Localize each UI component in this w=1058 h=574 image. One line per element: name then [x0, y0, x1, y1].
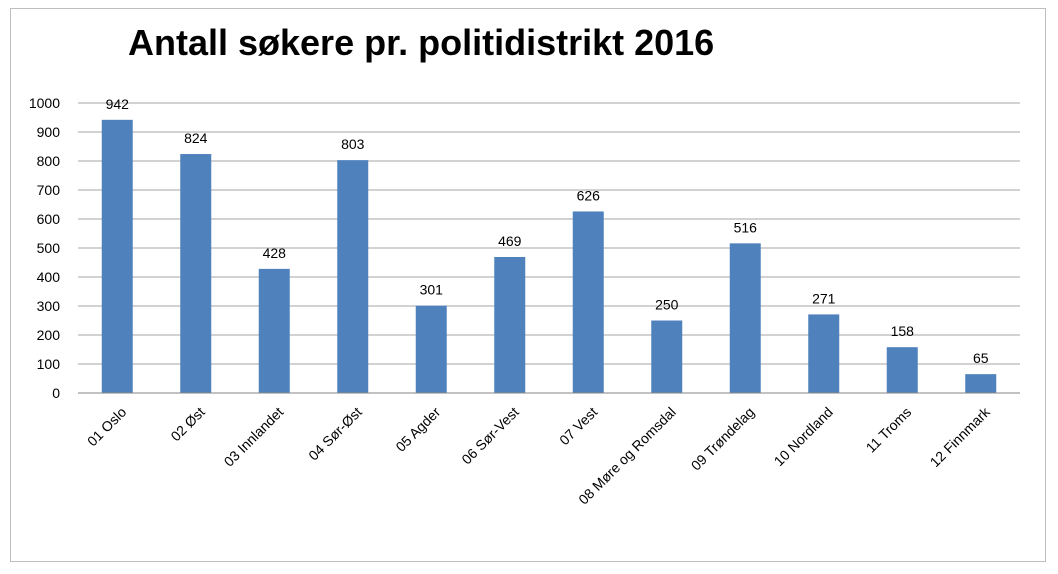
- bar: [729, 243, 761, 393]
- x-category-label: 12 Finnmark: [927, 403, 994, 470]
- data-label: 626: [577, 187, 601, 203]
- bar: [808, 314, 840, 393]
- bar: [965, 374, 997, 393]
- bar: [180, 154, 212, 393]
- bar: [258, 268, 290, 393]
- x-axis-category-labels: 01 Oslo 02 Øst 03 Innlandet 04 Sør-Øst 05 Ag…: [84, 403, 994, 507]
- data-label: 250: [655, 297, 679, 313]
- bar: [572, 211, 604, 393]
- y-tick-label: 300: [37, 298, 61, 314]
- x-category-label: 09 Trøndelag: [688, 404, 758, 474]
- data-label: 65: [973, 350, 989, 366]
- gridlines: [78, 102, 1020, 394]
- y-tick-label: 800: [37, 153, 61, 169]
- y-tick-label: 900: [37, 124, 61, 140]
- bar: [337, 160, 369, 393]
- x-category-label: 03 Innlandet: [221, 404, 287, 470]
- data-label: 942: [106, 96, 130, 112]
- y-tick-label: 400: [37, 269, 61, 285]
- x-category-label: 05 Agder: [392, 404, 443, 455]
- y-tick-label: 0: [52, 385, 60, 401]
- y-tick-label: 500: [37, 240, 61, 256]
- y-tick-label: 200: [37, 327, 61, 343]
- bar: [415, 305, 447, 393]
- y-tick-label: 1000: [29, 95, 60, 111]
- data-label: 158: [891, 323, 915, 339]
- data-label: 271: [812, 290, 836, 306]
- x-category-label: 11 Troms: [863, 404, 915, 456]
- data-label: 469: [498, 233, 522, 249]
- bar: [101, 119, 133, 393]
- chart-title: Antall søkere pr. politidistrikt 2016: [128, 22, 715, 63]
- data-label: 803: [341, 136, 365, 152]
- data-labels: 942 824 428 803 301 469 626 250 516 271 158 65: [106, 96, 989, 366]
- bars: [101, 119, 997, 393]
- y-tick-label: 600: [37, 211, 61, 227]
- y-tick-label: 100: [37, 356, 61, 372]
- bar: [886, 347, 918, 393]
- x-category-label: 04 Sør-Øst: [305, 404, 365, 464]
- x-category-label: 02 Øst: [167, 404, 208, 445]
- data-label: 428: [263, 245, 287, 261]
- x-category-label: 01 Oslo: [84, 404, 130, 450]
- data-label: 301: [420, 282, 444, 298]
- data-label: 516: [734, 219, 758, 235]
- bar: [651, 320, 683, 393]
- x-category-label: 07 Vest: [556, 404, 600, 448]
- x-category-label: 10 Nordland: [771, 404, 836, 469]
- bar: [494, 256, 526, 393]
- x-category-label: 06 Sør-Vest: [458, 404, 522, 468]
- data-label: 824: [184, 130, 208, 146]
- y-axis-tick-labels: 0 100 200 300 400 500 600 700 800 900 1000: [29, 95, 60, 401]
- y-tick-label: 700: [37, 182, 61, 198]
